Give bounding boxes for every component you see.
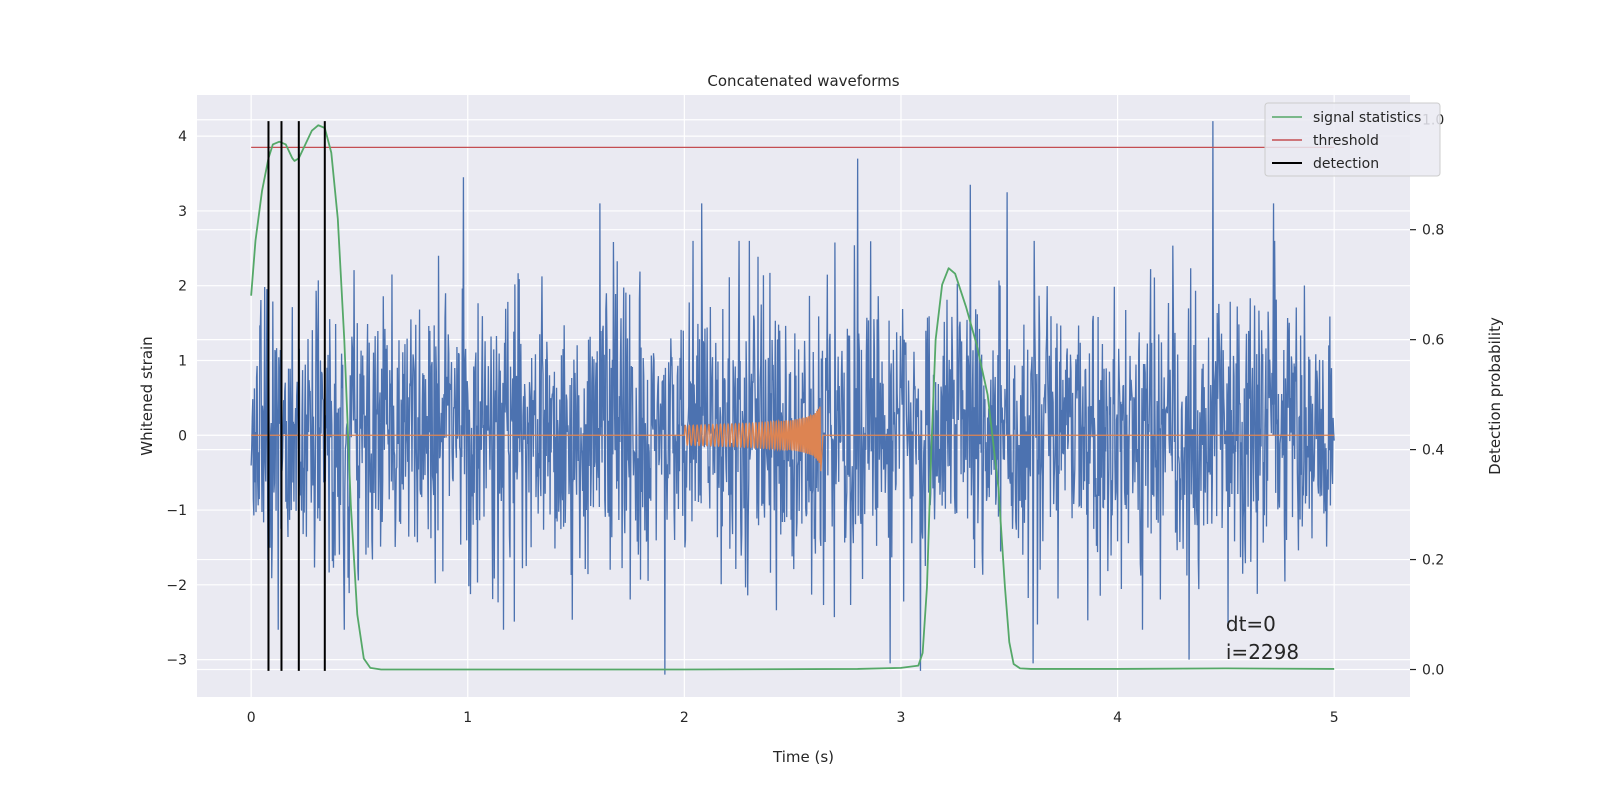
y-axis-left-ticks: 4 3 2 1 0 −1 −2 −3 (166, 129, 187, 668)
x-tick-label-0: 0 (247, 710, 256, 726)
x-tick-label-1: 1 (463, 710, 472, 726)
legend-label-threshold: threshold (1313, 133, 1379, 149)
legend-label-detection: detection (1313, 156, 1379, 172)
annotation-block: dt=0 i=2298 (1226, 612, 1299, 664)
legend-box (1264, 102, 1441, 177)
y-tick-label-left-7: −3 (166, 653, 187, 669)
x-tick-label-2: 2 (680, 710, 689, 726)
series-line-signal-statistics (250, 124, 1335, 671)
x-axis-label: Time (s) (772, 748, 834, 766)
annotation-dt: dt=0 (1226, 612, 1276, 636)
y-tick-label-left-1: 3 (178, 204, 187, 220)
y-tick-label-left-4: 0 (178, 428, 187, 444)
legend-label-signal-statistics: signal statistics (1313, 110, 1421, 126)
x-tick-label-5: 5 (1330, 710, 1339, 726)
chart-title: Concatenated waveforms (707, 72, 899, 90)
y-tick-label-right-5: 0.0 (1422, 663, 1444, 679)
y-axis-right-ticks: 1.00.80.60.40.20.0 (1410, 113, 1444, 679)
x-tick-label-4: 4 (1113, 710, 1122, 726)
y-tick-label-left-5: −1 (166, 503, 187, 519)
y-tick-label-left-2: 2 (178, 279, 187, 295)
x-tick-label-3: 3 (897, 710, 906, 726)
series-line-injected-signal (251, 406, 1335, 472)
y-tick-label-right-2: 0.6 (1422, 333, 1444, 349)
y-tick-label-right-1: 0.8 (1422, 223, 1444, 239)
y-tick-label-left-6: −2 (166, 578, 187, 594)
y-tick-label-left-3: 1 (178, 353, 187, 369)
legend: signal statistics threshold detection (1264, 102, 1441, 177)
plot-area (250, 121, 1335, 675)
x-axis-ticks: 0 1 2 3 4 5 (247, 710, 1339, 726)
y-tick-label-right-4: 0.2 (1422, 553, 1444, 569)
y-axis-label-right: Detection probability (1486, 317, 1504, 475)
y-axis-label-left: Whitened strain (138, 336, 156, 455)
annotation-index: i=2298 (1226, 640, 1299, 664)
y-tick-label-left-0: 4 (178, 129, 187, 145)
y-tick-label-right-3: 0.4 (1422, 443, 1444, 459)
